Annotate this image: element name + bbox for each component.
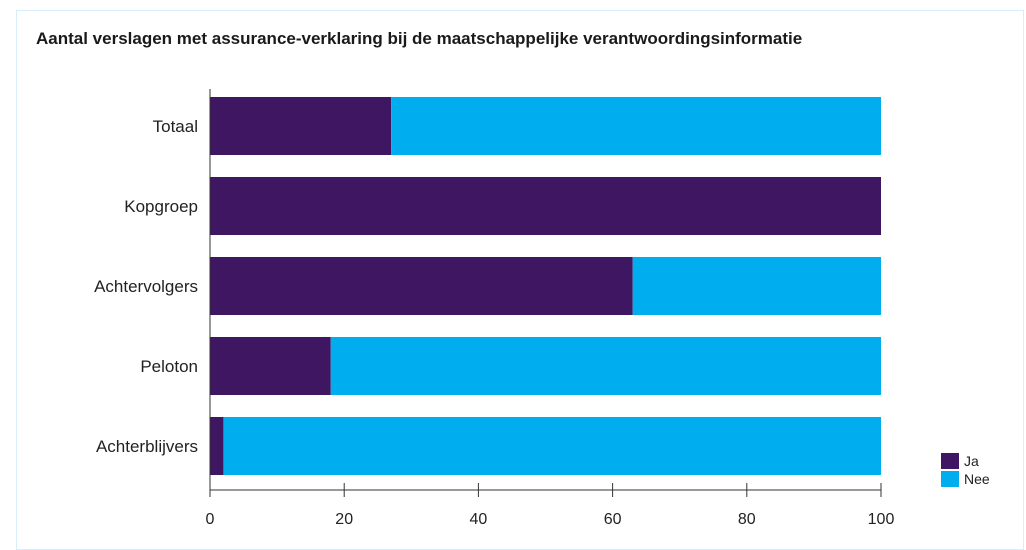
bar-ja-achtervolgers [210,257,633,315]
bar-ja-peloton [210,337,331,395]
category-labels: Totaal Kopgroep Achtervolgers Peloton Achter… [94,117,198,456]
axes-group: 0 20 40 60 80 100 [206,89,895,528]
bar-nee-peloton [330,337,881,395]
x-tick-label: 60 [604,511,622,528]
bar-ja-totaal [210,97,392,155]
x-tick-label: 80 [738,511,756,528]
bar-nee-achtervolgers [632,257,881,315]
legend-swatch-ja [941,453,959,469]
x-tick-label: 0 [206,511,215,528]
bar-nee-totaal [391,97,881,155]
bar-ja-achterblijvers [210,417,224,475]
legend: Ja Nee [941,453,990,487]
stacked-bar-chart: Totaal Kopgroep Achtervolgers Peloton Achter… [94,89,990,528]
bar-nee-achterblijvers [223,417,882,475]
bars-group [210,97,882,475]
x-tick-label: 20 [335,511,353,528]
legend-swatch-nee [941,471,959,487]
legend-label-ja: Ja [964,453,979,469]
bar-ja-kopgroep [210,177,881,235]
x-tick-label: 40 [470,511,488,528]
category-label: Achtervolgers [94,277,198,296]
legend-label-nee: Nee [964,471,990,487]
x-tick-label: 100 [868,511,895,528]
category-label: Peloton [140,357,198,376]
chart-title: Aantal verslagen met assurance-verklarin… [36,29,803,48]
category-label: Achterblijvers [96,437,198,456]
category-label: Totaal [153,117,198,136]
category-label: Kopgroep [124,197,198,216]
